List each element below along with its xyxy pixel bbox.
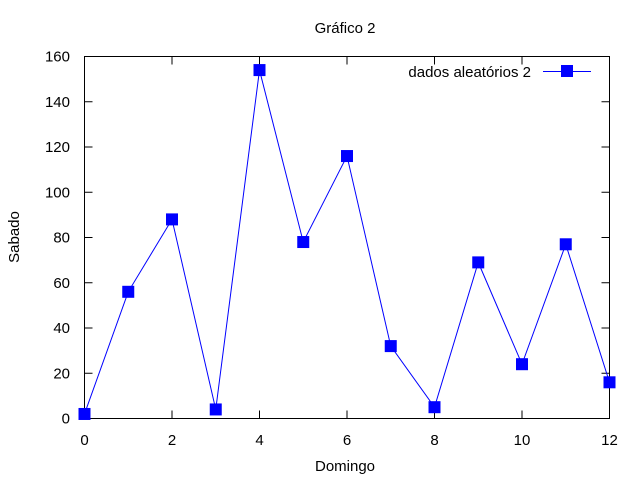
x-tick-label: 8 <box>430 432 438 449</box>
x-tick-group: 0 2 4 6 8 10 12 <box>80 56 618 449</box>
data-point <box>297 236 310 249</box>
y-tick-label: 100 <box>45 184 70 201</box>
data-point <box>209 403 222 416</box>
data-point <box>341 150 353 163</box>
legend: dados aleatórios 2 <box>408 64 591 81</box>
y-axis-label: Sabado <box>6 211 23 263</box>
data-point <box>559 238 572 251</box>
data-point <box>166 213 178 226</box>
plot-frame <box>84 56 610 419</box>
y-tick-label: 60 <box>53 275 70 292</box>
legend-label: dados aleatórios 2 <box>408 64 531 81</box>
legend-marker-sample <box>561 65 573 77</box>
x-tick-label: 4 <box>255 432 263 449</box>
y-tick-label: 80 <box>53 230 70 247</box>
data-point <box>253 64 266 77</box>
data-point <box>603 376 616 389</box>
y-tick-label: 140 <box>45 94 70 111</box>
data-point <box>122 285 135 298</box>
y-tick-group: 0 20 40 60 80 100 120 140 160 <box>45 49 610 428</box>
x-tick-label: 2 <box>168 432 176 449</box>
data-point <box>428 401 441 414</box>
y-tick-label: 40 <box>53 320 70 337</box>
chart-title: Gráfico 2 <box>315 20 376 37</box>
x-tick-label: 0 <box>80 432 88 449</box>
y-tick-label: 160 <box>45 49 70 66</box>
series-line <box>84 69 610 415</box>
y-tick-label: 0 <box>62 411 70 428</box>
y-tick-label: 20 <box>53 365 70 382</box>
series-group <box>78 64 616 420</box>
data-point <box>472 256 485 269</box>
x-tick-label: 12 <box>601 432 618 449</box>
y-tick-label: 120 <box>45 139 70 156</box>
data-point <box>384 340 397 353</box>
x-tick-label: 10 <box>514 432 531 449</box>
x-axis-label: Domingo <box>315 458 375 475</box>
data-point <box>78 407 91 420</box>
data-point <box>516 358 528 371</box>
x-tick-label: 6 <box>343 432 351 449</box>
